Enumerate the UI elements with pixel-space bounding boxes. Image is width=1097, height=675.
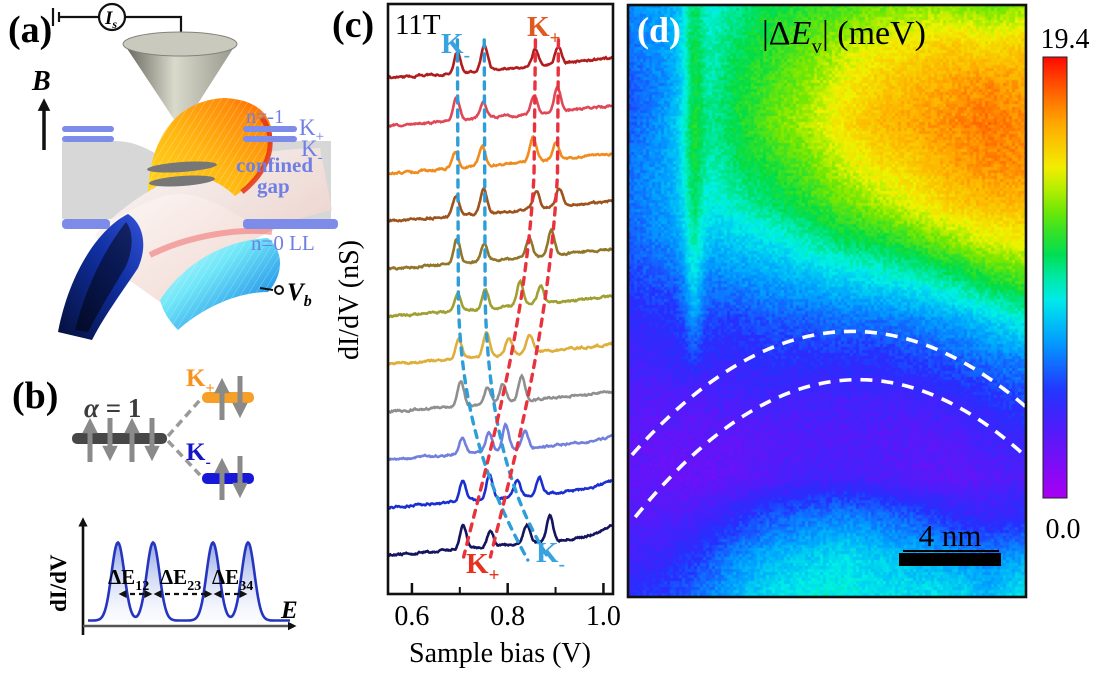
level-splitting-dashes — [166, 398, 202, 477]
spectrum-curve-5 — [387, 278, 613, 319]
panel-d-map: (d) |ΔEv| (meV) 4 nm 19.4 0.0 — [626, 3, 1090, 599]
spectrum-curve-1 — [387, 84, 613, 128]
surface-red-rim — [240, 116, 273, 194]
colorbar — [1042, 56, 1068, 499]
k-plus-label-top: K+ — [527, 11, 560, 49]
bias-voltage-label: Vb — [287, 279, 312, 310]
k-minus-label-bottom: K- — [536, 537, 565, 575]
k-plus-spin-arrows — [214, 376, 248, 420]
k-minus-level-label: K- — [301, 136, 323, 166]
surface-cyan-mesh — [160, 238, 281, 330]
current-meter-label: Is — [104, 8, 117, 31]
spectrum-curve-3 — [387, 186, 613, 223]
scale-bar — [899, 553, 1001, 566]
circuit-wire-right — [125, 15, 183, 34]
x-tick-label: 0.8 — [490, 601, 525, 632]
y-axis-label: dI/dV (nS) — [334, 240, 365, 360]
field-strength-label: 11T — [395, 9, 441, 41]
gap-label-12: ΔE12 — [108, 565, 149, 594]
domain-wall-dashed-arcs — [630, 329, 1028, 519]
spectrum-curve-6 — [387, 331, 613, 366]
stm-tip-top — [122, 31, 238, 57]
k-plus-level-label: K+ — [299, 115, 324, 145]
spectrum-curve-2 — [387, 134, 613, 176]
k-plus-label: K+ — [186, 365, 215, 397]
panel-b-diagram: (b) α = 1 K+ — [12, 365, 298, 635]
gap-label-34: ΔE34 — [212, 565, 253, 594]
spectrum-curve-9 — [387, 473, 613, 511]
stm-tip — [122, 31, 238, 130]
confined-state-ellipse-lower — [149, 175, 215, 187]
scale-bar-label: 4 nm — [919, 518, 982, 553]
x-tick-label: 0.6 — [394, 601, 429, 632]
gap-label-23: ΔE23 — [160, 565, 201, 594]
panel-a-label: (a) — [8, 9, 52, 51]
confined-state-ellipse-upper — [147, 161, 217, 173]
x-tick-label: 1.0 — [586, 601, 621, 632]
colorbar-min-label: 0.0 — [1046, 514, 1081, 545]
k-minus-spin-arrows — [214, 456, 248, 500]
panel-b-label: (b) — [12, 375, 58, 417]
plot-frame — [386, 2, 615, 596]
bias-lead-line — [259, 287, 274, 291]
schematic-ylabel: dI/dV — [46, 554, 71, 612]
x-axis-label: Sample bias (V) — [409, 638, 591, 669]
k-plus-label-bottom: K+ — [466, 548, 499, 586]
k-minus-level-bar — [202, 473, 254, 484]
valley-splitting-heatmap-canvas — [628, 5, 1026, 597]
panel-c-label: (c) — [332, 4, 374, 46]
panel-a-diagram: (a) Is B — [8, 2, 338, 340]
spectrum-curve-10 — [387, 513, 613, 558]
k-minus-label-top: K- — [441, 28, 470, 66]
surface-red-streak — [148, 227, 273, 258]
spectrum-curve-0 — [387, 43, 613, 80]
confined-gap-label-line2: gap — [257, 174, 290, 198]
panel-c-plot: (c) 0.6 0.8 1.0 11T K- K+ K+ K- Sample bia… — [332, 2, 621, 669]
domain-wall-dashed-arc-upper — [630, 329, 1028, 457]
schematic-xlabel: E — [280, 597, 298, 624]
spectrum-curve-4 — [387, 227, 613, 271]
peak-guide-1 — [482, 38, 552, 562]
panel-d-label: (d) — [637, 10, 681, 50]
panel-a-level-labels: n=-1 K+ K- confined gap n=0 LL — [236, 106, 324, 255]
peak-dispersion-guides — [455, 38, 561, 562]
parent-level-bar — [72, 433, 167, 444]
confined-gap-label-line1: confined — [236, 153, 313, 177]
magnetic-field-label: B — [31, 66, 51, 97]
peak-guide-2 — [461, 38, 538, 559]
map-frame — [626, 3, 1028, 599]
confined-states — [147, 161, 217, 187]
spectra-curves — [387, 43, 613, 558]
tunneling-current-circuit — [51, 2, 183, 34]
surface-dark-wing-shadow — [75, 222, 132, 332]
n-minus1-label: n=-1 — [246, 106, 284, 128]
spectrum-curve-8 — [387, 422, 613, 462]
schematic-spectrum: dI/dV E ΔE12 ΔE23 ΔE34 — [46, 517, 298, 635]
landau-level-n-1-bar-right-a — [243, 126, 297, 132]
domain-wall-dashed-arc-lower — [633, 377, 1028, 519]
spectrum-curve-7 — [387, 373, 613, 415]
k-minus-label: K- — [186, 439, 211, 471]
bias-voltage-annotation: Vb — [259, 279, 312, 310]
n0-ll-label: n=0 LL — [251, 231, 315, 255]
landau-levels — [62, 126, 338, 229]
landau-level-n-1-bar-left-b — [62, 136, 114, 142]
landau-level-n-1-bar-left-a — [62, 126, 114, 132]
landau-level-n0-bar-left — [62, 219, 110, 229]
parent-level-spin-arrows — [82, 417, 160, 462]
landau-level-n0-bar-right — [243, 219, 338, 229]
landau-level-n-1-bar-right-b — [243, 136, 297, 142]
map-title: |ΔEv| (meV) — [762, 15, 926, 58]
alpha-label: α = 1 — [84, 393, 141, 423]
stm-tip-cone — [124, 44, 236, 130]
surface-sheet — [95, 148, 332, 315]
peak-guide-0 — [455, 38, 530, 562]
peak-guide-3 — [488, 38, 561, 559]
colorbar-max-label: 19.4 — [1041, 24, 1090, 55]
x-axis-ticks: 0.6 0.8 1.0 — [394, 583, 621, 632]
bias-contact-circle — [274, 285, 284, 295]
schematic-spectrum-curve — [88, 540, 290, 622]
